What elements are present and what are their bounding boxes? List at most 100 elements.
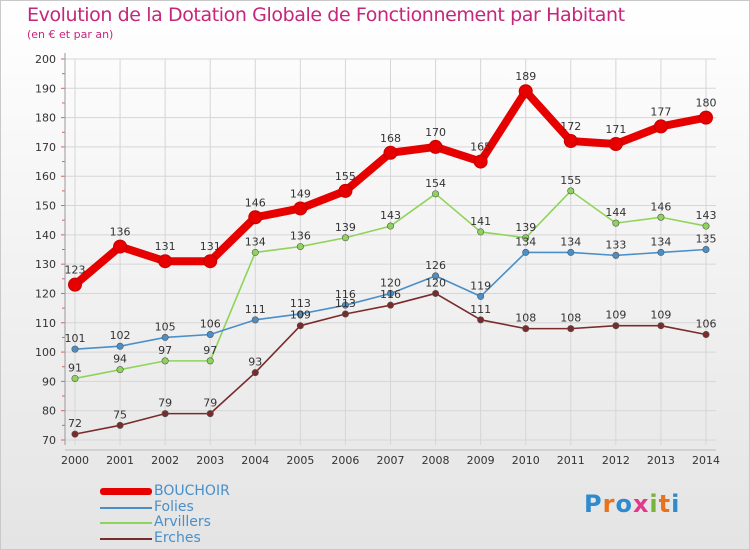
data-label-arvillers: 143 xyxy=(696,209,717,222)
data-label-arvillers: 134 xyxy=(245,235,266,248)
data-point-bouchoir xyxy=(653,119,668,134)
data-point-bouchoir xyxy=(338,183,353,198)
data-point-arvillers xyxy=(612,219,620,227)
data-point-folies xyxy=(477,292,485,300)
data-label-arvillers: 139 xyxy=(335,221,356,234)
x-tick-label: 2014 xyxy=(692,454,720,467)
data-point-arvillers xyxy=(116,366,124,374)
x-tick-label: 2011 xyxy=(557,454,585,467)
y-tick-label: 140 xyxy=(35,229,56,242)
logo-letter: o xyxy=(615,490,633,518)
data-label-bouchoir: 155 xyxy=(335,170,356,183)
data-label-arvillers: 144 xyxy=(605,206,626,219)
data-point-folies xyxy=(161,333,169,341)
data-label-erches: 75 xyxy=(113,408,127,421)
data-label-arvillers: 136 xyxy=(290,230,311,243)
data-label-arvillers: 94 xyxy=(113,353,127,366)
data-label-folies: 116 xyxy=(335,288,356,301)
data-point-arvillers xyxy=(567,187,575,195)
data-label-erches: 108 xyxy=(515,312,536,325)
chart-title: Evolution de la Dotation Globale de Fonc… xyxy=(27,4,625,26)
x-tick-label: 2002 xyxy=(151,454,179,467)
data-label-bouchoir: 149 xyxy=(290,187,311,200)
data-label-folies: 102 xyxy=(110,329,131,342)
data-label-bouchoir: 177 xyxy=(650,105,671,118)
data-label-folies: 101 xyxy=(65,332,86,345)
data-label-bouchoir: 180 xyxy=(696,97,717,110)
data-label-folies: 135 xyxy=(696,233,717,246)
legend-swatch-erches xyxy=(100,537,152,540)
data-point-folies xyxy=(341,301,349,309)
data-point-arvillers xyxy=(206,357,214,365)
data-point-erches xyxy=(657,322,665,330)
data-label-folies: 105 xyxy=(155,320,176,333)
data-label-folies: 113 xyxy=(290,297,311,310)
legend-swatch-arvillers xyxy=(100,522,152,524)
data-point-arvillers xyxy=(251,248,259,256)
data-point-arvillers xyxy=(161,357,169,365)
logo-letter: i xyxy=(671,490,681,518)
data-point-folies xyxy=(71,345,79,353)
data-label-erches: 113 xyxy=(335,297,356,310)
logo-letter: i xyxy=(649,490,659,518)
data-label-bouchoir: 170 xyxy=(425,126,446,139)
x-tick-label: 2004 xyxy=(241,454,269,467)
data-point-bouchoir xyxy=(158,254,173,269)
data-label-erches: 109 xyxy=(605,309,626,322)
data-label-folies: 134 xyxy=(650,235,671,248)
x-tick-label: 2005 xyxy=(286,454,314,467)
data-label-arvillers: 155 xyxy=(560,174,581,187)
x-tick-label: 2012 xyxy=(602,454,630,467)
data-label-folies: 133 xyxy=(605,238,626,251)
y-tick-label: 170 xyxy=(35,141,56,154)
data-label-bouchoir: 189 xyxy=(515,70,536,83)
data-point-bouchoir xyxy=(473,154,488,169)
data-point-erches xyxy=(477,316,485,324)
data-label-arvillers: 97 xyxy=(158,344,172,357)
data-point-folies xyxy=(657,248,665,256)
data-label-arvillers: 97 xyxy=(203,344,217,357)
data-point-bouchoir xyxy=(203,254,218,269)
x-tick-label: 2006 xyxy=(331,454,359,467)
data-label-erches: 79 xyxy=(158,397,172,410)
data-point-arvillers xyxy=(341,234,349,242)
data-label-bouchoir: 136 xyxy=(110,226,131,239)
x-tick-label: 2010 xyxy=(512,454,540,467)
y-tick-label: 190 xyxy=(35,82,56,95)
logo-letter: P xyxy=(584,490,603,518)
data-point-folies xyxy=(386,289,394,297)
y-tick-label: 120 xyxy=(35,287,56,300)
data-point-erches xyxy=(341,310,349,318)
data-point-erches xyxy=(161,410,169,418)
data-label-folies: 134 xyxy=(560,235,581,248)
data-point-erches xyxy=(522,325,530,333)
data-label-bouchoir: 171 xyxy=(605,123,626,136)
data-label-folies: 126 xyxy=(425,259,446,272)
data-point-bouchoir xyxy=(563,134,578,149)
x-tick-label: 2009 xyxy=(467,454,495,467)
axes: 7080901001101201301401501601701801902002… xyxy=(35,53,720,467)
y-tick-label: 100 xyxy=(35,346,56,359)
y-tick-label: 70 xyxy=(42,434,56,447)
data-point-erches xyxy=(567,325,575,333)
data-point-arvillers xyxy=(657,213,665,221)
data-label-erches: 72 xyxy=(68,417,82,430)
legend-swatch-folies xyxy=(100,506,152,509)
x-tick-label: 2013 xyxy=(647,454,675,467)
data-label-erches: 120 xyxy=(425,276,446,289)
y-tick-label: 150 xyxy=(35,200,56,213)
y-tick-label: 90 xyxy=(42,375,56,388)
data-point-folies xyxy=(567,248,575,256)
data-label-arvillers: 91 xyxy=(68,361,82,374)
y-tick-label: 110 xyxy=(35,317,56,330)
data-point-erches xyxy=(702,330,710,338)
series-layer xyxy=(68,84,713,438)
data-label-bouchoir: 131 xyxy=(155,240,176,253)
data-label-arvillers: 154 xyxy=(425,177,446,190)
y-tick-label: 130 xyxy=(35,258,56,271)
legend-label-folies: Folies xyxy=(154,498,194,515)
x-tick-label: 2008 xyxy=(422,454,450,467)
x-tick-label: 2000 xyxy=(61,454,89,467)
